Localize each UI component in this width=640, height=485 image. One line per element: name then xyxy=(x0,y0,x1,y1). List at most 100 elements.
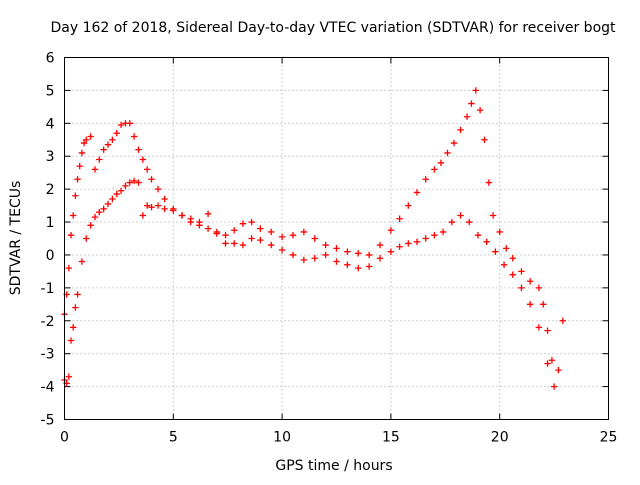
data-point xyxy=(311,255,318,262)
data-point xyxy=(431,232,438,239)
data-point xyxy=(300,256,308,264)
data-point xyxy=(222,240,229,247)
data-point xyxy=(143,202,151,209)
data-point xyxy=(550,383,558,390)
data-point xyxy=(268,228,275,236)
data-point xyxy=(104,141,112,148)
data-point xyxy=(365,263,373,270)
series-upper-branch xyxy=(61,87,556,364)
data-point xyxy=(526,278,534,285)
data-point xyxy=(489,212,497,219)
data-point xyxy=(113,190,120,198)
data-point xyxy=(387,227,395,234)
data-point xyxy=(70,212,77,219)
data-point xyxy=(96,156,103,163)
data-point xyxy=(231,227,238,234)
data-point xyxy=(463,113,471,120)
data-point xyxy=(481,136,488,143)
x-tick-label: 25 xyxy=(600,430,618,446)
data-point xyxy=(485,179,493,186)
data-point xyxy=(248,235,255,242)
data-point xyxy=(544,327,551,334)
data-point xyxy=(492,248,499,255)
y-tick-label: -5 xyxy=(41,413,55,429)
data-point xyxy=(355,250,362,257)
data-point xyxy=(526,301,534,308)
x-tick-label: 20 xyxy=(491,430,509,446)
data-point xyxy=(333,258,340,265)
y-axis-label: SDTVAR / TECUs xyxy=(8,181,24,296)
data-point xyxy=(344,261,351,269)
data-point xyxy=(472,87,479,94)
x-tick-label: 15 xyxy=(382,430,400,446)
data-point xyxy=(444,149,451,157)
data-point xyxy=(139,212,147,219)
data-point xyxy=(113,129,120,137)
data-point xyxy=(117,121,125,129)
data-point xyxy=(518,268,525,275)
chart-title: Day 162 of 2018, Sidereal Day-to-day VTE… xyxy=(50,20,616,36)
data-point xyxy=(535,284,543,292)
data-point xyxy=(231,240,238,247)
data-point xyxy=(289,232,297,239)
plot-frame xyxy=(64,57,609,420)
data-point xyxy=(509,271,516,278)
data-point xyxy=(535,324,543,331)
data-point xyxy=(70,324,77,331)
data-point xyxy=(311,235,318,242)
data-point xyxy=(257,225,264,232)
data-point xyxy=(91,166,99,173)
data-point xyxy=(483,238,490,245)
data-point xyxy=(154,185,162,193)
data-point xyxy=(213,228,221,236)
data-point xyxy=(548,357,556,364)
data-point xyxy=(83,136,90,143)
y-tick-label: 0 xyxy=(46,248,55,264)
data-point xyxy=(466,218,473,226)
data-point xyxy=(474,232,482,239)
y-tick-label: 2 xyxy=(46,182,55,198)
data-point xyxy=(76,162,83,170)
data-point xyxy=(135,146,142,153)
data-point xyxy=(509,255,516,262)
data-point xyxy=(148,204,155,211)
data-points xyxy=(61,87,567,390)
data-point xyxy=(457,212,464,219)
data-point xyxy=(278,233,286,241)
y-tick-label: -1 xyxy=(41,281,55,297)
data-point xyxy=(72,192,79,199)
data-point xyxy=(154,202,162,209)
data-point xyxy=(117,187,125,194)
data-point xyxy=(161,195,168,203)
x-tick-label: 0 xyxy=(60,430,69,446)
data-point xyxy=(80,139,88,147)
data-point xyxy=(135,179,142,186)
data-point xyxy=(148,176,155,183)
data-point xyxy=(496,228,503,236)
data-point xyxy=(365,251,373,259)
data-point xyxy=(431,166,438,173)
y-tick-label: -2 xyxy=(41,314,55,330)
data-point xyxy=(457,126,464,134)
data-point xyxy=(178,212,186,219)
data-point xyxy=(87,222,94,229)
data-point xyxy=(222,232,229,239)
y-tick-label: -3 xyxy=(41,347,55,363)
data-point xyxy=(100,205,107,213)
data-point xyxy=(239,241,247,249)
data-point xyxy=(74,176,81,183)
y-tick-label: 6 xyxy=(46,51,55,67)
data-point xyxy=(67,232,75,239)
data-point xyxy=(559,317,567,324)
data-point xyxy=(72,304,79,311)
data-point xyxy=(87,133,94,140)
data-point xyxy=(544,360,551,367)
data-point xyxy=(540,301,547,308)
data-point xyxy=(65,373,73,380)
data-point xyxy=(139,156,147,163)
data-point xyxy=(468,100,475,107)
data-point xyxy=(322,241,329,249)
data-point xyxy=(396,243,403,250)
y-tick-label: -4 xyxy=(41,380,55,396)
